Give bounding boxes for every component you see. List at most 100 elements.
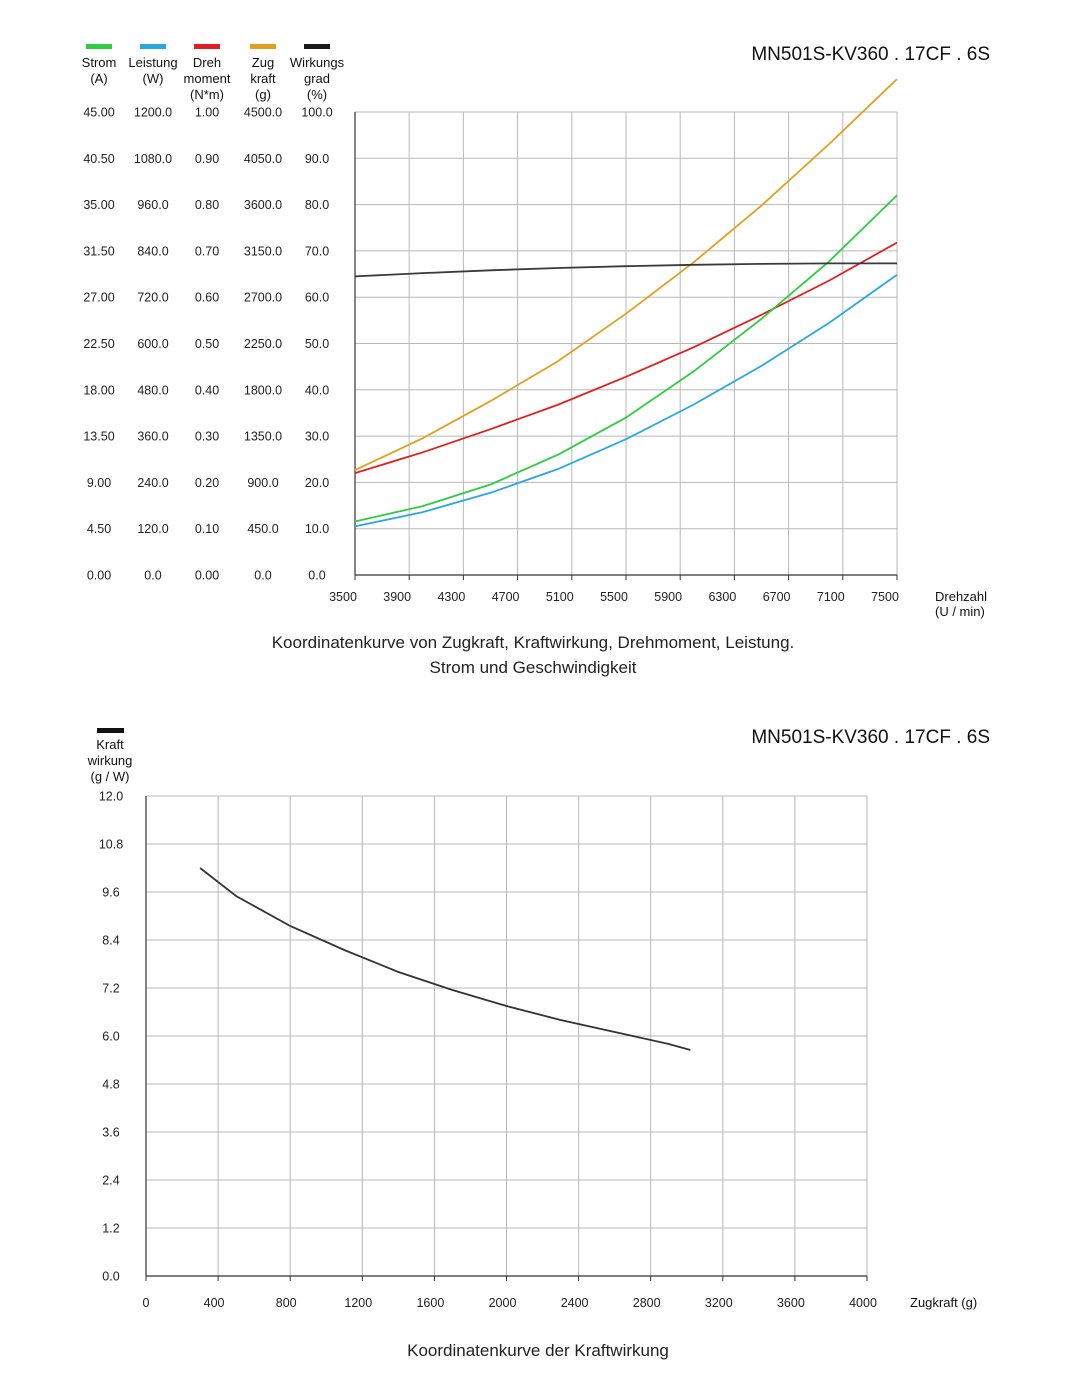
y-tick-label-strom: 13.50: [83, 430, 114, 444]
y-tick-label-wirk: 20.0: [305, 476, 329, 490]
series-line: [199, 867, 691, 1051]
y-tick-label-wirk: 40.0: [305, 383, 329, 397]
chart-model-title: MN501S-KV360 . 17CF . 6S: [751, 44, 990, 65]
legend-label-leistung: Leistung: [128, 55, 177, 70]
y-tick-label: 7.2: [102, 982, 119, 996]
y-tick-label-zug: 2700.0: [244, 291, 282, 305]
x-axis-unit: (U / min): [935, 604, 985, 619]
series-line-dreh: [354, 241, 898, 474]
y-tick-label-dreh: 0.80: [195, 198, 219, 212]
legend-label-wirk: Wirkungs: [290, 55, 345, 70]
y-tick-label-strom: 31.50: [83, 244, 114, 258]
legend-label-strom: Strom: [82, 55, 117, 70]
y-tick-label-wirk: 50.0: [305, 337, 329, 351]
legend-label-dreh: (N*m): [190, 87, 224, 102]
x-tick-label: 800: [276, 1296, 297, 1310]
x-tick-label: 3500: [329, 590, 357, 604]
legend-label-zug: Zug: [252, 55, 274, 70]
y-tick-label-zug: 1350.0: [244, 430, 282, 444]
x-tick-label: 3600: [777, 1296, 805, 1310]
y-tick-label: 4.8: [102, 1078, 119, 1092]
y-tick-label-wirk: 70.0: [305, 244, 329, 258]
y-tick-label-wirk: 0.0: [308, 569, 325, 583]
y-tick-label: 6.0: [102, 1030, 119, 1044]
series-line-leistung: [354, 274, 898, 528]
y-tick-label: 10.8: [99, 838, 123, 852]
x-tick-label: 4300: [437, 590, 465, 604]
y-tick-label-dreh: 0.90: [195, 152, 219, 166]
x-tick-label: 2400: [561, 1296, 589, 1310]
legend-label-strom: (A): [90, 71, 107, 86]
y-tick-label-dreh: 0.60: [195, 291, 219, 305]
y-tick-label-zug: 2250.0: [244, 337, 282, 351]
legend-label-zug: (g): [255, 87, 271, 102]
y-tick-label-zug: 1800.0: [244, 383, 282, 397]
y-tick-label-strom: 22.50: [83, 337, 114, 351]
x-tick-label: 2000: [489, 1296, 517, 1310]
y-tick-label-zug: 3150.0: [244, 244, 282, 258]
legend-label-dreh: moment: [184, 71, 231, 86]
y-tick-label-leistung: 240.0: [137, 476, 168, 490]
y-tick-label-leistung: 480.0: [137, 383, 168, 397]
chart-1: MN501S-KV360 . 17CF . 6S 3500 3900 4300 4700…: [82, 44, 990, 677]
x-tick-label: 6300: [708, 590, 736, 604]
x-tick-label: 1600: [416, 1296, 444, 1310]
legend-label-zug: kraft: [250, 71, 276, 86]
y-tick-label-zug: 900.0: [247, 476, 278, 490]
x-tick-label: 1200: [344, 1296, 372, 1310]
series-line-strom: [354, 194, 898, 523]
y-tick-label-strom: 4.50: [87, 522, 111, 536]
chart-caption: Koordinatenkurve der Kraftwirkung: [407, 1341, 669, 1360]
x-tick-label: 3200: [705, 1296, 733, 1310]
y-tick-label-dreh: 0.20: [195, 476, 219, 490]
y-tick-label-zug: 0.0: [254, 569, 271, 583]
legend-swatch-leistung: [140, 44, 166, 49]
x-tick-label: 5500: [600, 590, 628, 604]
y-tick-label-leistung: 840.0: [137, 244, 168, 258]
y-tick-label: 8.4: [102, 934, 119, 948]
y-tick-label-strom: 45.00: [83, 106, 114, 120]
series-line-wirk: [354, 262, 897, 278]
x-tick-label: 400: [204, 1296, 225, 1310]
y-tick-label-zug: 4500.0: [244, 106, 282, 120]
y-axis-title: Kraft: [96, 737, 124, 752]
y-tick-label-strom: 18.00: [83, 383, 114, 397]
x-tick-label: 2800: [633, 1296, 661, 1310]
y-tick-label-strom: 40.50: [83, 152, 114, 166]
y-tick-label-dreh: 0.00: [195, 569, 219, 583]
legend-label-dreh: Dreh: [193, 55, 221, 70]
y-tick-label-dreh: 0.10: [195, 522, 219, 536]
y-tick-label: 3.6: [102, 1126, 119, 1140]
y-tick-label-wirk: 10.0: [305, 522, 329, 536]
y-tick-label-leistung: 720.0: [137, 291, 168, 305]
y-tick-label-leistung: 960.0: [137, 198, 168, 212]
y-tick-label: 12.0: [99, 790, 123, 804]
y-tick-label: 2.4: [102, 1174, 119, 1188]
y-tick-label-wirk: 80.0: [305, 198, 329, 212]
y-tick-label-dreh: 0.50: [195, 337, 219, 351]
chart-2: MN501S-KV360 . 17CF . 6S 0 400 800 1200 1600 2…: [87, 727, 990, 1360]
y-tick-label-dreh: 1.00: [195, 106, 219, 120]
x-tick-label: 7500: [871, 590, 899, 604]
x-axis-title: Zugkraft (g): [910, 1295, 977, 1310]
y-tick-label-wirk: 90.0: [305, 152, 329, 166]
legend-swatch-zug: [250, 44, 276, 49]
y-tick-label-leistung: 600.0: [137, 337, 168, 351]
y-tick-label-zug: 450.0: [247, 522, 278, 536]
x-tick-label: 7100: [817, 590, 845, 604]
legend-swatch-dreh: [194, 44, 220, 49]
legend-label-leistung: (W): [143, 71, 164, 86]
x-tick-label: 3900: [383, 590, 411, 604]
legend-swatch-wirk: [304, 44, 330, 49]
legend-label-wirk: (%): [307, 87, 327, 102]
chart-caption: Koordinatenkurve von Zugkraft, Kraftwirk…: [272, 633, 795, 652]
y-tick-label-zug: 4050.0: [244, 152, 282, 166]
y-tick-label: 9.6: [102, 886, 119, 900]
y-axis-title: (g / W): [91, 769, 130, 784]
y-tick-label-dreh: 0.70: [195, 244, 219, 258]
y-tick-label-wirk: 60.0: [305, 291, 329, 305]
y-axis-title: wirkung: [87, 753, 133, 768]
x-tick-label: 6700: [763, 590, 791, 604]
chart-model-title: MN501S-KV360 . 17CF . 6S: [751, 727, 990, 748]
x-tick-label: 4000: [849, 1296, 877, 1310]
